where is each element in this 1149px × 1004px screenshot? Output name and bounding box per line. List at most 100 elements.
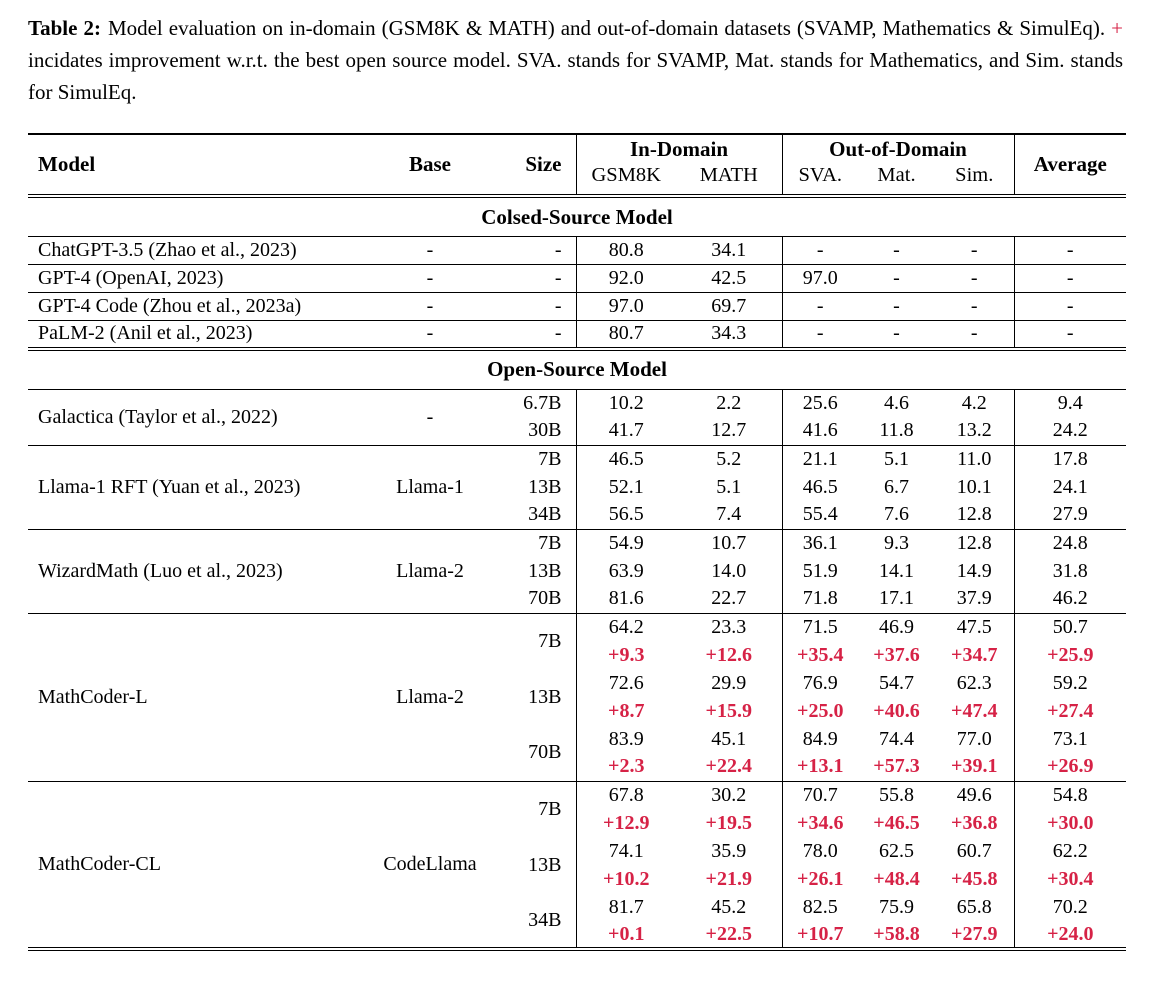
header-sub-row: GSM8K MATH SVA. Mat. Sim. bbox=[28, 164, 1126, 196]
score-mat: 7.6 bbox=[884, 503, 909, 526]
improvement-mat: +40.6 bbox=[873, 699, 920, 722]
score-gsm8k: 72.6 bbox=[575, 669, 676, 697]
score-sim: 47.5 bbox=[935, 612, 1015, 641]
model-size: 13B bbox=[528, 853, 562, 876]
score-sva: 51.9 bbox=[781, 557, 858, 585]
col-header-average: Average bbox=[1013, 134, 1127, 196]
base-model: - bbox=[360, 264, 500, 293]
score-mat: 17.1 bbox=[879, 587, 914, 610]
section-title: Open-Source Model bbox=[28, 346, 1127, 390]
score-sim: 14.9 bbox=[956, 559, 992, 582]
score-sva: - bbox=[781, 292, 858, 321]
col-header-size: Size bbox=[525, 152, 562, 176]
table-row: GPT-4 (OpenAI, 2023) - -92.0 42.5 97.0- - - bbox=[28, 264, 1127, 293]
improvement-row: +10.2 +21.9 +26.1 +48.4 +45.8 +30.4 bbox=[28, 865, 1127, 893]
score-gsm8k: 64.2 bbox=[575, 612, 676, 641]
model-size: - bbox=[500, 264, 576, 293]
table-row: Llama-1 RFT (Yuan et al., 2023) Llama-1 7B… bbox=[28, 444, 1127, 529]
score-gsm8k: 41.7 bbox=[575, 417, 676, 445]
score-gsm8k: 54.9 bbox=[575, 528, 676, 557]
improvement-mat: +46.5 bbox=[873, 811, 920, 834]
score-math: 5.1 bbox=[716, 475, 742, 498]
score-average: 31.8 bbox=[1013, 557, 1127, 585]
col-header-model: Model bbox=[38, 152, 96, 176]
improvement-gsm8k: +9.3 bbox=[575, 641, 676, 669]
model-name: GPT-4 (OpenAI, 2023) bbox=[28, 264, 360, 293]
score-average: - bbox=[1013, 320, 1127, 349]
caption-text-after-plus: incidates improvement w.r.t. the best op… bbox=[28, 48, 1123, 104]
improvement-gsm8k: +12.9 bbox=[575, 809, 676, 837]
improvement-gsm8k: +8.7 bbox=[575, 697, 676, 725]
score-math: 34.1 bbox=[676, 236, 782, 265]
score-mat: 54.7 bbox=[879, 671, 914, 694]
score-sim: 60.7 bbox=[956, 839, 992, 862]
col-header-gsm8k: GSM8K bbox=[575, 164, 676, 196]
score-sva: 71.8 bbox=[781, 585, 858, 613]
col-header-math: MATH bbox=[699, 164, 758, 186]
score-mat: - bbox=[858, 292, 935, 321]
score-math: 45.1 bbox=[711, 727, 747, 750]
table-header: Model Base Size In-Domain Out-of-Domain … bbox=[28, 134, 1127, 196]
improvement-average: +24.0 bbox=[1013, 921, 1127, 949]
caption-label: Table 2: bbox=[28, 16, 101, 40]
table-body: Colsed-Source Model ChatGPT-3.5 (Zhao et … bbox=[28, 194, 1127, 949]
score-mat: 5.1 bbox=[858, 444, 935, 473]
score-gsm8k: 80.8 bbox=[575, 236, 676, 265]
improvement-sim: +34.7 bbox=[951, 643, 998, 666]
model-size: 34B bbox=[528, 908, 562, 931]
score-gsm8k: 10.2 bbox=[575, 388, 676, 417]
score-average: 50.7 bbox=[1013, 612, 1127, 641]
table-row: 13B 72.6 29.9 76.9 54.7 62.3 59.2 bbox=[28, 669, 1127, 708]
improvement-sim: +36.8 bbox=[951, 811, 998, 834]
score-math: 42.5 bbox=[676, 264, 782, 293]
score-sim: 4.2 bbox=[935, 388, 1015, 417]
col-header-in-domain: In-Domain bbox=[575, 134, 782, 164]
score-gsm8k: 46.5 bbox=[575, 444, 676, 473]
score-mat: 62.5 bbox=[879, 839, 914, 862]
score-gsm8k: 63.9 bbox=[575, 557, 676, 585]
col-header-mat: Mat. bbox=[877, 164, 916, 186]
model-size: 7B bbox=[500, 612, 576, 669]
table-row: Galactica (Taylor et al., 2022) -6.7B 10.2… bbox=[28, 388, 1127, 445]
model-size: 70B bbox=[528, 741, 562, 764]
model-size: 13B bbox=[528, 559, 562, 582]
score-math: 45.2 bbox=[711, 895, 747, 918]
score-sva: - bbox=[781, 236, 858, 265]
score-sim: 13.2 bbox=[956, 419, 992, 442]
improvement-average: +30.4 bbox=[1013, 865, 1127, 893]
score-math: 35.9 bbox=[711, 839, 747, 862]
model-name: ChatGPT-3.5 (Zhao et al., 2023) bbox=[28, 236, 360, 265]
score-gsm8k: 81.7 bbox=[575, 893, 676, 921]
score-gsm8k: 83.9 bbox=[575, 725, 676, 753]
score-sim: 77.0 bbox=[956, 727, 992, 750]
table-row: 30B 41.7 12.7 41.6 11.8 13.2 24.2 bbox=[28, 417, 1127, 445]
model-name: Llama-1 RFT (Yuan et al., 2023) bbox=[28, 444, 360, 529]
improvement-math: +12.6 bbox=[705, 643, 752, 666]
score-math: 7.4 bbox=[716, 503, 742, 526]
col-header-out-of-domain: Out-of-Domain bbox=[781, 134, 1015, 164]
table-row: PaLM-2 (Anil et al., 2023) - -80.7 34.3- - - - bbox=[28, 320, 1127, 349]
score-sva: 55.4 bbox=[781, 501, 858, 529]
score-math: 5.2 bbox=[676, 444, 782, 473]
improvement-sva: +10.7 bbox=[781, 921, 858, 949]
score-sim: 11.0 bbox=[935, 444, 1015, 473]
score-math: 69.7 bbox=[676, 292, 782, 321]
improvement-row: +0.1 +22.5 +10.7 +58.8 +27.9 +24.0 bbox=[28, 921, 1127, 949]
improvement-sim: +27.9 bbox=[951, 922, 998, 945]
base-model: Llama-2 bbox=[360, 528, 500, 613]
score-math: 2.2 bbox=[676, 388, 782, 417]
score-sim: 49.6 bbox=[935, 780, 1015, 809]
caption-plus-sign: + bbox=[1111, 16, 1123, 40]
base-model: CodeLlama bbox=[360, 780, 500, 949]
score-gsm8k: 81.6 bbox=[575, 585, 676, 613]
col-header-base: Base bbox=[409, 152, 451, 176]
improvement-row: +9.3 +12.6 +35.4 +37.6 +34.7 +25.9 bbox=[28, 641, 1127, 669]
score-math: 22.7 bbox=[711, 587, 747, 610]
model-name: MathCoder-CL bbox=[28, 780, 360, 949]
improvement-gsm8k: +0.1 bbox=[575, 921, 676, 949]
score-average: 46.2 bbox=[1013, 585, 1127, 613]
score-sva: 71.5 bbox=[781, 612, 858, 641]
score-math: 14.0 bbox=[711, 559, 747, 582]
score-sim: - bbox=[935, 292, 1015, 321]
model-name: MathCoder-L bbox=[28, 612, 360, 781]
